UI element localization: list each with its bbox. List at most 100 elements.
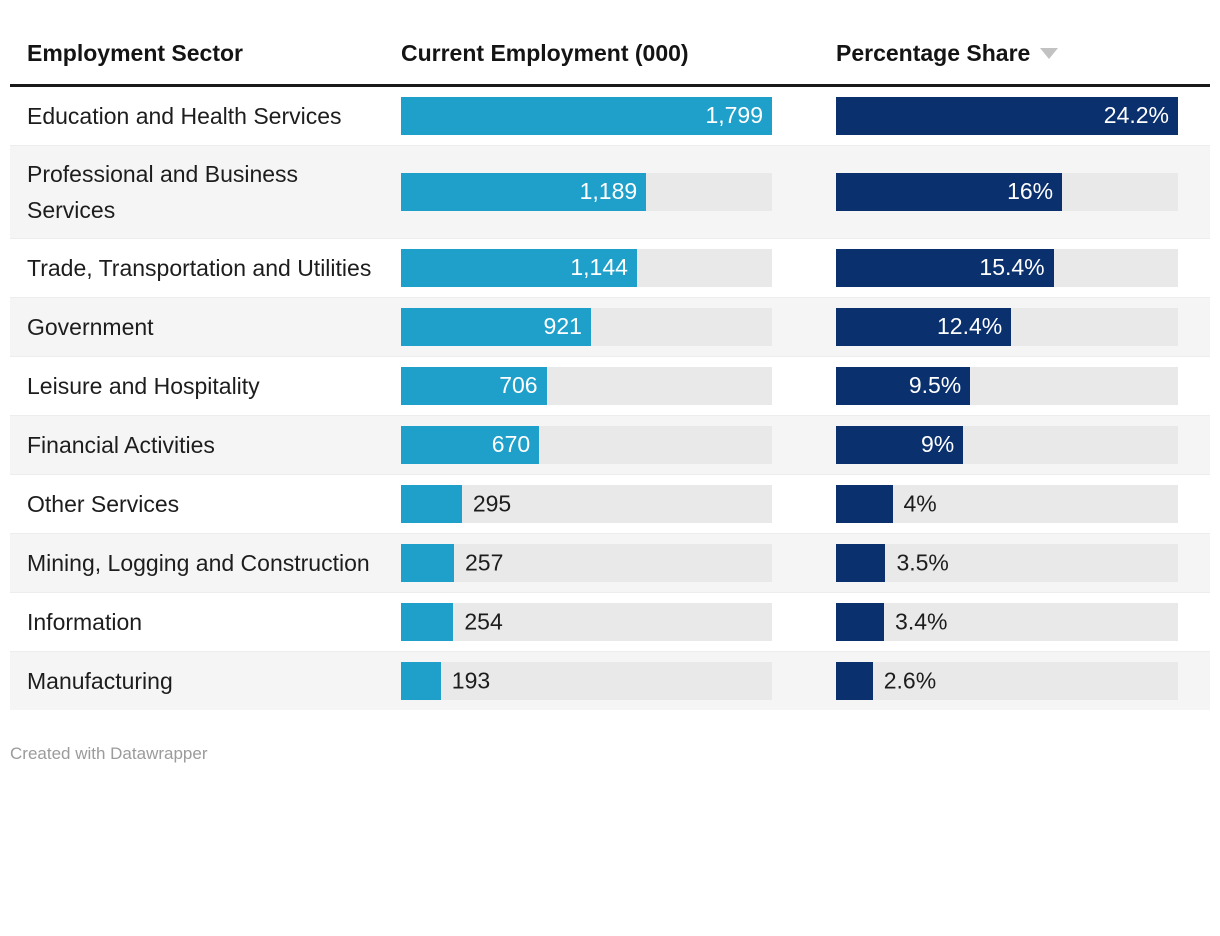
- share-bar-track: 3.4%: [836, 602, 1178, 641]
- table-row: Trade, Transportation and Utilities 1,14…: [10, 237, 1210, 297]
- share-value-label: 12.4%: [937, 313, 1003, 340]
- sector-label: Education and Health Services: [27, 102, 342, 129]
- sector-label: Professional and Business Services: [27, 160, 299, 223]
- sector-label: Mining, Logging and Construction: [27, 549, 370, 576]
- employment-bar: [401, 484, 462, 523]
- employment-cell: 295: [401, 484, 836, 523]
- employment-cell: 670: [401, 425, 836, 464]
- share-bar-track: 3.5%: [836, 543, 1178, 582]
- share-bar: [836, 484, 893, 523]
- sector-label: Other Services: [27, 490, 180, 517]
- column-header-employment-sector[interactable]: Employment Sector: [27, 40, 243, 66]
- share-bar-track: 9.5%: [836, 366, 1178, 405]
- employment-cell: 254: [401, 602, 836, 641]
- table-row: Financial Activities 670 9%: [10, 414, 1210, 474]
- table-row: Mining, Logging and Construction 257 3.5…: [10, 532, 1210, 592]
- table-row: Government 921 12.4%: [10, 296, 1210, 356]
- share-cell: 12.4%: [836, 307, 1178, 346]
- table-row: Leisure and Hospitality 706 9.5%: [10, 355, 1210, 415]
- employment-bar-track: 706: [401, 366, 772, 405]
- employment-cell: 1,799: [401, 96, 836, 135]
- employment-bar: [401, 661, 441, 700]
- column-header-current-employment[interactable]: Current Employment (000): [401, 40, 689, 66]
- share-cell: 15.4%: [836, 248, 1178, 287]
- employment-value-label: 1,799: [705, 102, 763, 129]
- share-bar: [836, 661, 873, 700]
- share-cell: 9%: [836, 425, 1178, 464]
- sector-label: Manufacturing: [27, 667, 173, 694]
- employment-cell: 706: [401, 366, 836, 405]
- share-bar: [836, 543, 886, 582]
- share-cell: 16%: [836, 172, 1178, 211]
- datawrapper-credit-link[interactable]: Created with Datawrapper: [10, 743, 208, 763]
- employment-bar-track: 1,189: [401, 172, 772, 211]
- employment-value-label: 254: [464, 608, 503, 635]
- share-bar: 16%: [836, 172, 1063, 211]
- employment-value-label: 706: [499, 372, 538, 399]
- employment-value-label: 257: [464, 549, 504, 576]
- share-cell: 4%: [836, 484, 1178, 523]
- share-value-label: 2.6%: [883, 667, 937, 694]
- employment-cell: 1,189: [401, 172, 836, 211]
- share-value-label: 3.5%: [896, 549, 949, 576]
- share-cell: 3.5%: [836, 543, 1178, 582]
- sort-descending-icon: [1040, 48, 1059, 59]
- share-bar-track: 15.4%: [836, 248, 1178, 287]
- employment-value-label: 1,189: [579, 178, 638, 205]
- employment-bar-track: 254: [401, 602, 772, 641]
- share-value-label: 15.4%: [979, 254, 1045, 281]
- table-header-row: Employment Sector Current Employment (00…: [10, 0, 1210, 87]
- share-bar-track: 9%: [836, 425, 1178, 464]
- employment-bar-track: 1,799: [401, 96, 772, 135]
- employment-bar: 921: [401, 307, 591, 346]
- employment-value-label: 670: [491, 431, 531, 458]
- share-bar-track: 16%: [836, 172, 1178, 211]
- employment-bar: 670: [401, 425, 540, 464]
- employment-value-label: 295: [472, 490, 512, 517]
- employment-bar: 1,144: [401, 248, 637, 287]
- employment-cell: 1,144: [401, 248, 836, 287]
- sector-label: Financial Activities: [27, 431, 215, 458]
- employment-cell: 193: [401, 661, 836, 700]
- share-bar-track: 12.4%: [836, 307, 1178, 346]
- share-cell: 24.2%: [836, 96, 1178, 135]
- share-value-label: 9%: [920, 431, 955, 458]
- share-bar-track: 4%: [836, 484, 1178, 523]
- share-cell: 2.6%: [836, 661, 1178, 700]
- employment-bar-track: 921: [401, 307, 772, 346]
- share-bar: 12.4%: [836, 307, 1012, 346]
- column-header-percentage-share-label: Percentage Share: [836, 40, 1031, 66]
- employment-value-label: 1,144: [570, 254, 628, 281]
- share-cell: 9.5%: [836, 366, 1178, 405]
- attribution: Created with Datawrapper: [0, 710, 1220, 764]
- employment-bar: 706: [401, 366, 547, 405]
- table-row: Manufacturing 193 2.6%: [10, 650, 1210, 710]
- employment-bar-track: 1,144: [401, 248, 772, 287]
- employment-bar: 1,189: [401, 172, 647, 211]
- employment-bar: [401, 602, 454, 641]
- share-value-label: 24.2%: [1103, 102, 1169, 129]
- share-bar-track: 24.2%: [836, 96, 1178, 135]
- share-value-label: 9.5%: [908, 372, 962, 399]
- column-header-percentage-share[interactable]: Percentage Share: [836, 40, 1178, 68]
- employment-bar-track: 295: [401, 484, 772, 523]
- sector-label: Trade, Transportation and Utilities: [27, 254, 372, 281]
- share-bar: 15.4%: [836, 248, 1054, 287]
- employment-bar-track: 257: [401, 543, 772, 582]
- employment-bar-track: 670: [401, 425, 772, 464]
- table-row: Professional and Business Services 1,189…: [10, 144, 1210, 238]
- share-bar: [836, 602, 885, 641]
- employment-bar: 1,799: [401, 96, 772, 135]
- table-row: Other Services 295 4%: [10, 473, 1210, 533]
- share-cell: 3.4%: [836, 602, 1178, 641]
- share-value-label: 4%: [903, 490, 937, 517]
- share-bar: 9.5%: [836, 366, 971, 405]
- employment-cell: 921: [401, 307, 836, 346]
- share-value-label: 3.4%: [895, 608, 948, 635]
- sector-label: Leisure and Hospitality: [27, 372, 260, 399]
- table-row: Education and Health Services 1,799 24.2…: [10, 87, 1210, 145]
- data-table: Employment Sector Current Employment (00…: [10, 0, 1210, 710]
- share-bar: 24.2%: [836, 96, 1178, 135]
- share-bar-track: 2.6%: [836, 661, 1178, 700]
- employment-value-label: 921: [543, 313, 582, 340]
